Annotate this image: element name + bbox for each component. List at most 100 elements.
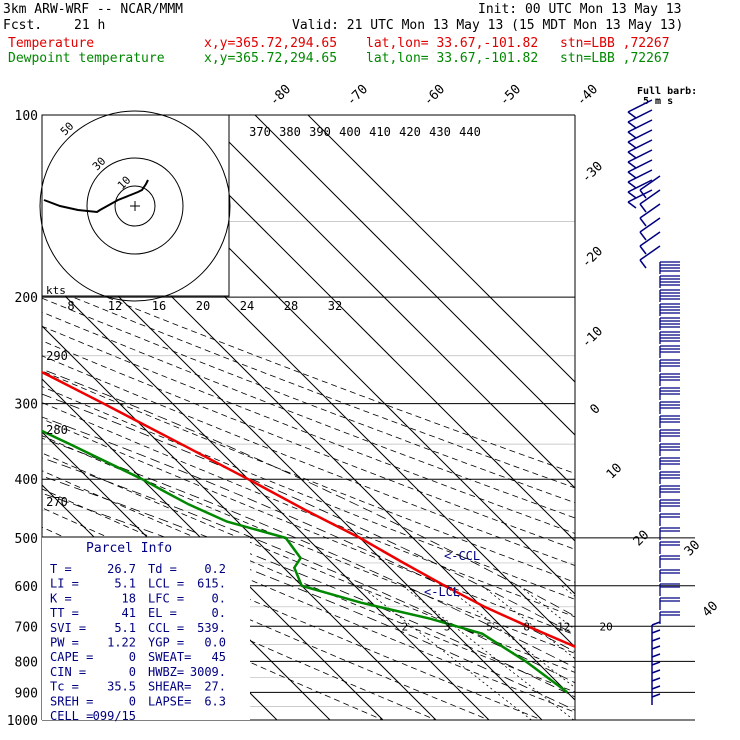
wind-barb	[659, 527, 680, 540]
parcel-row-value: 5.1	[114, 621, 136, 635]
parcel-row-label: LI =	[50, 577, 79, 591]
parcel-info-panel: Parcel Info T = 26.7 Td = 0.2 LI = 5.1 LCL = 615…	[42, 536, 250, 723]
wind-barb	[639, 217, 661, 241]
parcel-row-value: 0	[129, 650, 136, 664]
dewpoint-latlon: lat,lon= 33.67,-101.82	[366, 51, 539, 66]
pressure-label-600: 600	[15, 580, 38, 595]
lcl-annotation: <-LCL	[424, 585, 460, 599]
wind-barb	[659, 597, 680, 610]
moist-adiabat	[42, 368, 575, 617]
wind-barb	[659, 387, 680, 400]
pressure-label-700: 700	[15, 620, 38, 635]
hodograph-units: kts	[46, 284, 66, 297]
theta-label: 410	[369, 125, 391, 139]
wind-barb	[651, 661, 661, 673]
barb-legend-title: Full barb:	[637, 86, 697, 97]
wind-barb	[651, 629, 661, 641]
wind-barb	[651, 645, 661, 657]
wind-barb	[639, 245, 661, 269]
isotherm-label: -80	[267, 82, 294, 109]
temperature-legend: Temperature	[8, 36, 95, 51]
parcel-row-label: SWEAT=	[148, 650, 191, 664]
parcel-row-value: 5.1	[114, 577, 136, 591]
theta-left-label: 270	[46, 495, 68, 509]
parcel-row-label: PW =	[50, 636, 79, 650]
wind-barb	[639, 203, 661, 227]
wind-barb	[627, 109, 653, 129]
wind-barb	[659, 457, 680, 470]
wind-barb	[627, 139, 653, 159]
wind-barb	[659, 345, 680, 358]
isotherm-label: -10	[579, 324, 606, 351]
parcel-row-value: 0	[129, 665, 136, 679]
parcel-row-label: LCL =	[148, 577, 184, 591]
hodograph-trace	[43, 179, 149, 214]
mixing-ratio-line	[402, 585, 575, 720]
moist-adiabat	[42, 475, 575, 698]
wind-barb	[659, 275, 680, 288]
wind-barb	[659, 499, 680, 512]
parcel-row-label: LFC =	[148, 591, 184, 605]
parcel-row-label: CELL =	[50, 709, 93, 723]
theta-label: 400	[339, 125, 361, 139]
wind-barb	[627, 119, 653, 139]
wind-barb	[659, 485, 680, 498]
theta-left-label: 290	[46, 349, 68, 363]
isotherm	[148, 115, 575, 542]
parcel-row-label: YGP =	[148, 636, 184, 650]
wind-barb	[627, 159, 653, 179]
parcel-row-label: SREH =	[50, 694, 93, 708]
dewpoint-legend: Dewpoint temperature	[8, 51, 165, 66]
theta-label: 430	[429, 125, 451, 139]
wind-barb	[659, 415, 680, 428]
pressure-label-500: 500	[15, 532, 38, 547]
wind-barb	[659, 471, 680, 484]
parcel-row-value: 099/15	[93, 709, 136, 723]
mixing-ratio-line	[481, 585, 575, 660]
theta-label: 380	[279, 125, 301, 139]
ccl-annotation: <-CCL	[444, 549, 480, 563]
theta-label: 370	[249, 125, 271, 139]
wind-barb	[651, 653, 661, 665]
parcel-row-label: SVI =	[50, 621, 86, 635]
parcel-row-label: Tc =	[50, 680, 79, 694]
isotherm	[0, 115, 12, 720]
isotherm	[42, 272, 490, 720]
pressure-label-300: 300	[15, 398, 38, 413]
parcel-row-label: HWBZ=	[148, 665, 184, 679]
hodograph-speed-label: 12	[108, 299, 122, 313]
fcst-label: Fcst.	[3, 18, 43, 33]
parcel-row-value: 26.7	[107, 562, 136, 576]
wind-barb	[627, 129, 653, 149]
hodograph-speed-label: 24	[240, 299, 254, 313]
parcel-row-value: 615.	[197, 577, 226, 591]
parcel-row-value: 27.	[204, 680, 226, 694]
wind-barb	[639, 231, 661, 255]
pressure-label-900: 900	[15, 686, 38, 701]
mixing-ratio-label: 20	[600, 621, 613, 634]
sounding-profiles	[42, 370, 575, 694]
barb-legend-value: 5 m s	[643, 96, 673, 107]
parcel-row-label: EL =	[148, 606, 177, 620]
parcel-row-label: LAPSE=	[148, 694, 191, 708]
fcst-value: 21 h	[74, 18, 106, 33]
mixing-ratio-line	[518, 585, 575, 631]
wind-barb	[659, 331, 680, 344]
parcel-row-label: CCL =	[148, 621, 184, 635]
wind-barb	[651, 669, 661, 681]
pressure-label-400: 400	[15, 473, 38, 488]
isotherm-label: -70	[344, 82, 371, 109]
parcel-panel-bg	[42, 537, 250, 720]
wind-barb	[627, 149, 653, 169]
isotherm-label: -50	[497, 82, 524, 109]
temperature-xy: x,y=365.72,294.65	[204, 36, 338, 51]
parcel-row-value: 35.5	[107, 680, 136, 694]
hodograph-speed-label: 20	[196, 299, 210, 313]
hodograph-speed-label: 28	[284, 299, 298, 313]
parcel-row-value: 41	[122, 606, 136, 620]
wind-barbs: Full barb:5 m s	[627, 86, 697, 705]
isotherm	[201, 115, 575, 489]
hodograph-speed-label: 16	[152, 299, 166, 313]
